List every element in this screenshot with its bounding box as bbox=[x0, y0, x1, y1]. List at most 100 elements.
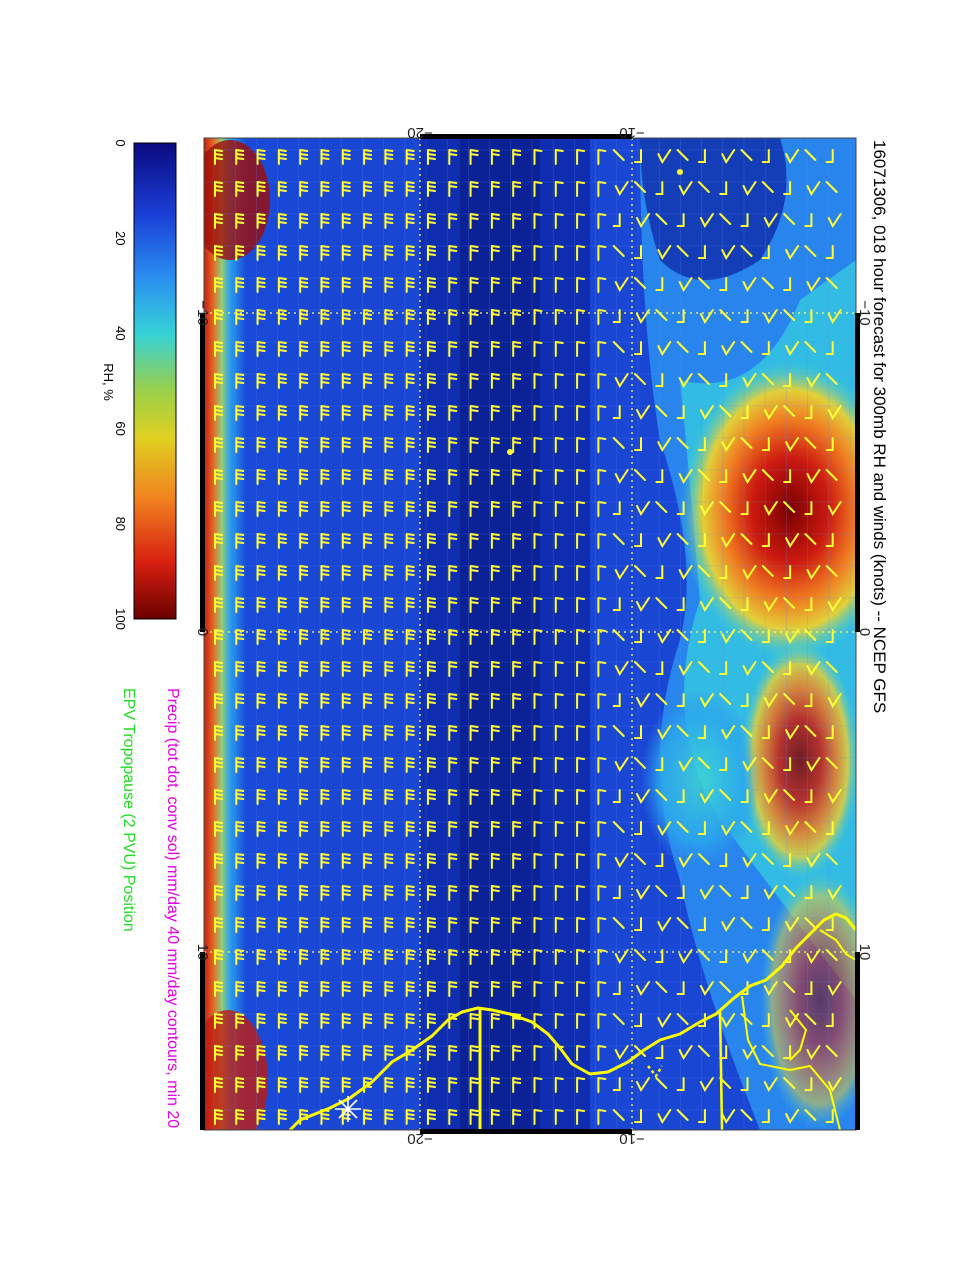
top-tick-label: −10 bbox=[619, 124, 644, 141]
wind-barb-icon bbox=[554, 373, 564, 389]
wind-barb-icon bbox=[235, 437, 245, 453]
wind-barb-icon bbox=[363, 181, 373, 197]
wind-barb-icon bbox=[678, 277, 693, 292]
wind-barb-icon bbox=[634, 149, 642, 163]
wind-barb-icon bbox=[299, 181, 309, 197]
wind-barb-icon bbox=[235, 277, 245, 293]
wind-barb-icon bbox=[825, 1045, 838, 1057]
wind-barb-icon bbox=[576, 437, 586, 453]
wind-barb-icon bbox=[256, 821, 266, 837]
wind-barb-icon bbox=[697, 149, 706, 163]
wind-barb-icon bbox=[533, 533, 543, 549]
wind-barb-icon bbox=[634, 245, 642, 259]
wind-barb-icon bbox=[405, 757, 415, 773]
wind-barb-icon bbox=[490, 373, 500, 389]
wind-barb-icon bbox=[636, 405, 650, 420]
wind-barb-icon bbox=[427, 917, 436, 933]
wind-barb-icon bbox=[214, 597, 223, 613]
wind-barb-icon bbox=[761, 277, 774, 289]
wind-barb-icon bbox=[469, 949, 479, 965]
wind-barb-icon bbox=[533, 757, 543, 773]
wind-barb-icon bbox=[405, 949, 415, 965]
wind-barb-icon bbox=[341, 885, 351, 901]
wind-barb-icon bbox=[657, 725, 672, 740]
wind-barb-icon bbox=[469, 597, 479, 613]
wind-barb-icon bbox=[469, 661, 479, 677]
wind-barb-icon bbox=[597, 917, 607, 933]
wind-barb-icon bbox=[256, 149, 266, 165]
wind-barb-icon bbox=[761, 565, 774, 577]
wind-barb-icon bbox=[512, 565, 522, 581]
coastline bbox=[288, 912, 856, 1130]
wind-barb-icon bbox=[763, 597, 778, 612]
wind-barb-icon bbox=[405, 885, 415, 901]
wind-barb-icon bbox=[469, 245, 479, 261]
wind-barb-icon bbox=[214, 437, 223, 453]
wind-barb-icon bbox=[448, 789, 458, 805]
wind-barb-icon bbox=[676, 789, 685, 803]
wind-barb-icon bbox=[256, 533, 266, 549]
wind-barb-icon bbox=[719, 853, 728, 867]
wind-barb-icon bbox=[384, 693, 394, 709]
wind-barb-icon bbox=[783, 1077, 796, 1089]
wind-barb-icon bbox=[597, 149, 607, 165]
wind-barb-icon bbox=[469, 1045, 479, 1061]
wind-barb-icon bbox=[825, 949, 838, 961]
wind-barb-icon bbox=[299, 885, 309, 901]
wind-barb-icon bbox=[320, 245, 330, 261]
wind-barb-icon bbox=[512, 1109, 522, 1125]
wind-barb-icon bbox=[405, 853, 415, 869]
wind-barb-icon bbox=[804, 437, 817, 449]
wind-barb-icon bbox=[699, 597, 714, 612]
wind-barb-icon bbox=[341, 1013, 351, 1029]
wind-barb-icon bbox=[384, 565, 394, 581]
wind-barb-icon bbox=[806, 181, 821, 196]
wind-barb-icon bbox=[576, 1045, 586, 1061]
wind-barb-icon bbox=[235, 181, 245, 197]
wind-barb-icon bbox=[363, 373, 373, 389]
wind-barb-icon bbox=[783, 1045, 792, 1059]
wind-barb-icon bbox=[405, 1109, 415, 1125]
wind-barb-icon bbox=[614, 757, 629, 772]
wind-barb-icon bbox=[405, 597, 415, 613]
wind-barb-icon bbox=[634, 949, 646, 961]
wind-barb-icon bbox=[554, 1109, 564, 1125]
wind-barb-icon bbox=[512, 949, 522, 965]
wind-barb-icon bbox=[490, 437, 500, 453]
wind-barb-icon bbox=[740, 245, 753, 257]
wind-barb-icon bbox=[363, 405, 373, 421]
wind-barb-icon bbox=[277, 949, 287, 965]
wind-barb-icon bbox=[533, 277, 543, 293]
wind-barb-icon bbox=[512, 469, 522, 485]
wind-barb-icon bbox=[363, 885, 373, 901]
wind-barb-icon bbox=[783, 757, 792, 771]
wind-barb-icon bbox=[634, 437, 642, 451]
wind-barb-icon bbox=[214, 309, 223, 325]
wind-barb-icon bbox=[533, 885, 543, 901]
wind-barb-icon bbox=[427, 693, 436, 709]
wind-barb-icon bbox=[214, 661, 223, 677]
wind-barb-icon bbox=[804, 245, 817, 257]
wind-barb-icon bbox=[363, 597, 373, 613]
wind-barb-icon bbox=[554, 469, 564, 485]
wind-barb-icon bbox=[827, 789, 842, 804]
wind-barb-icon bbox=[554, 405, 564, 421]
map-title: 16071306, 018 hour forecast for 300mb RH… bbox=[870, 140, 889, 713]
wind-barb-icon bbox=[277, 853, 287, 869]
wind-barb-icon bbox=[763, 693, 778, 708]
wind-barb-icon bbox=[320, 981, 330, 997]
wind-barb-icon bbox=[697, 469, 710, 481]
wind-barb-icon bbox=[742, 565, 757, 580]
wind-barb-icon bbox=[697, 725, 706, 739]
wind-barb-icon bbox=[363, 1013, 373, 1029]
wind-barb-icon bbox=[554, 789, 564, 805]
wind-barb-icon bbox=[512, 245, 522, 261]
wind-barb-icon bbox=[277, 917, 287, 933]
wind-barb-icon bbox=[299, 469, 309, 485]
wind-barb-icon bbox=[405, 1077, 415, 1093]
wind-barb-icon bbox=[614, 181, 629, 196]
wind-barb-icon bbox=[699, 981, 714, 996]
wind-barb-icon bbox=[214, 981, 223, 997]
wind-barb-icon bbox=[277, 277, 287, 293]
wind-barb-icon bbox=[597, 405, 607, 421]
